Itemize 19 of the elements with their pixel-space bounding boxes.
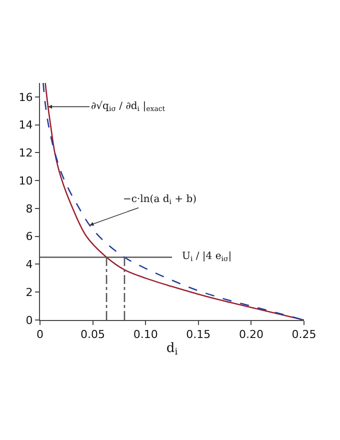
y-tick-label: 2 (26, 286, 33, 299)
y-tick-label: 6 (26, 230, 33, 244)
annotation: −c·ln(a d$_{i}$ + b) (123, 194, 197, 206)
annotation: U$_{i}$ / |4 e$_{iσ}$| (182, 251, 232, 264)
y-tick-label: 8 (26, 202, 33, 216)
y-tick-label: 4 (26, 258, 33, 272)
x-axis-title: d$_{i}$ (166, 340, 178, 358)
y-tick-label: 0 (26, 314, 33, 327)
annotation: ∂√q$_{iσ}$ / ∂d$_{i}$ |$_{exact}$ (91, 100, 166, 114)
x-tick-label: 0.15 (186, 328, 211, 342)
y-tick-label: 14 (18, 118, 33, 132)
x-tick-label: 0 (36, 328, 44, 342)
y-tick-label: 10 (18, 174, 33, 188)
x-tick-label: 0.20 (238, 328, 264, 342)
x-tick-label: 0.25 (292, 328, 316, 342)
y-tick-label: 16 (18, 90, 33, 104)
y-tick-label: 12 (18, 146, 33, 160)
x-tick-label: 0.10 (133, 328, 158, 342)
x-tick-label: 0.05 (80, 328, 106, 342)
